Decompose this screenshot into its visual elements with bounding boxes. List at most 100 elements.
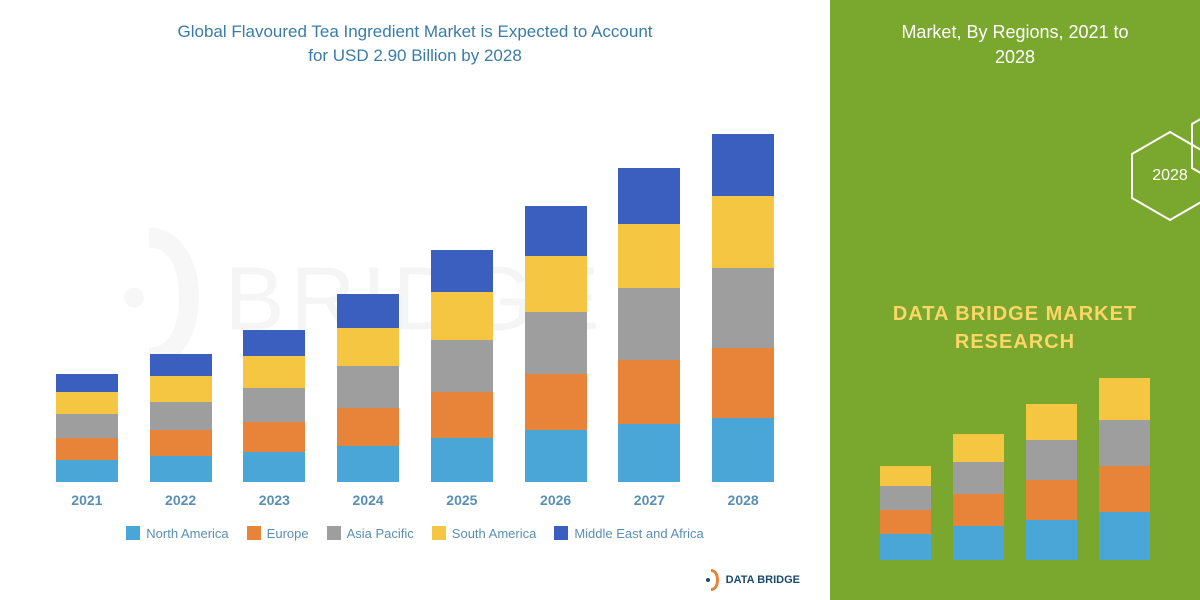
x-axis-label: 2026 [540,492,571,508]
legend-swatch [432,526,446,540]
legend-label: Europe [267,526,309,541]
bar-segment [150,376,212,402]
bar-stack [618,168,680,482]
bar-segment [337,408,399,446]
bar-segment [525,430,587,482]
bar-stack [525,206,587,482]
bar-segment [712,196,774,268]
bar-segment [431,250,493,292]
side-bar [1026,404,1077,560]
legend-swatch [126,526,140,540]
x-axis-label: 2021 [71,492,102,508]
bar-segment [56,414,118,438]
chart-area: 2021 2022 2023 2024 2025 2026 2027 2028 [30,88,800,508]
bar-segment [712,268,774,348]
bar-segment [243,388,305,422]
bar-segment [712,134,774,196]
side-title-line1: Market, By Regions, 2021 to [901,22,1128,42]
bar-segment [56,438,118,460]
side-bar-segment [1099,512,1150,560]
hex-back-label: 2028 [1152,167,1188,185]
side-bar-segment [1026,480,1077,520]
bar-group: 2026 [521,206,591,508]
bar-stack [150,354,212,482]
legend-label: Middle East and Africa [574,526,703,541]
legend-item: North America [126,526,228,541]
bar-segment [337,294,399,328]
bar-segment [243,330,305,356]
bar-segment [150,402,212,430]
bar-segment [56,392,118,414]
bar-group: 2025 [427,250,497,508]
x-axis-label: 2027 [634,492,665,508]
legend-item: Asia Pacific [327,526,414,541]
chart-title-line1: Global Flavoured Tea Ingredient Market i… [177,22,652,41]
bar-segment [337,446,399,482]
bar-segment [243,356,305,388]
side-bar-segment [953,494,1004,526]
bar-segment [243,452,305,482]
bar-segment [712,348,774,418]
bar-stack [56,374,118,482]
side-bar-segment [953,462,1004,494]
side-bar [880,466,931,560]
bar-group: 2024 [333,294,403,508]
side-bar-segment [880,486,931,510]
bar-segment [618,288,680,360]
legend-swatch [247,526,261,540]
side-title-line2: 2028 [995,47,1035,67]
bar-stack [243,330,305,482]
bar-segment [618,360,680,424]
bar-segment [525,256,587,312]
bar-segment [150,354,212,376]
side-panel: Market, By Regions, 2021 to 2028 2028 20… [830,0,1200,600]
side-bar-segment [1026,404,1077,440]
bar-group: 2023 [239,330,309,508]
side-bar-segment [1026,520,1077,560]
bar-segment [618,168,680,224]
side-bar [1099,378,1150,560]
side-bar-segment [1099,466,1150,512]
legend-label: Asia Pacific [347,526,414,541]
bar-group: 2027 [614,168,684,508]
legend-item: Europe [247,526,309,541]
legend-swatch [554,526,568,540]
side-bar-segment [880,534,931,560]
bar-segment [431,392,493,438]
legend-label: North America [146,526,228,541]
bar-segment [150,456,212,482]
side-bar-segment [880,466,931,486]
x-axis-label: 2022 [165,492,196,508]
bar-segment [525,206,587,256]
footer-logo-text: DATA BRIDGE [726,574,800,586]
bar-segment [337,328,399,366]
bar-segment [431,438,493,482]
chart-title: Global Flavoured Tea Ingredient Market i… [30,20,800,68]
side-bar-segment [880,510,931,534]
bar-segment [243,422,305,452]
legend-item: Middle East and Africa [554,526,703,541]
bar-group: 2028 [708,134,778,508]
side-bar [953,434,1004,560]
bar-segment [431,340,493,392]
bar-segment [712,418,774,482]
side-bar-segment [1026,440,1077,480]
bar-segment [618,224,680,288]
footer-logo-icon [702,568,720,592]
bar-segment [337,366,399,408]
bar-segment [618,424,680,482]
x-axis-label: 2025 [446,492,477,508]
side-title: Market, By Regions, 2021 to 2028 [850,20,1180,70]
bar-segment [431,292,493,340]
x-axis-label: 2028 [728,492,759,508]
bar-segment [150,430,212,456]
bar-segment [525,374,587,430]
side-bar-segment [953,526,1004,560]
side-bar-segment [953,434,1004,462]
bar-stack [337,294,399,482]
bar-group: 2022 [146,354,216,508]
brand-line2: RESEARCH [955,331,1075,353]
legend-swatch [327,526,341,540]
bar-segment [56,460,118,482]
legend-item: South America [432,526,537,541]
